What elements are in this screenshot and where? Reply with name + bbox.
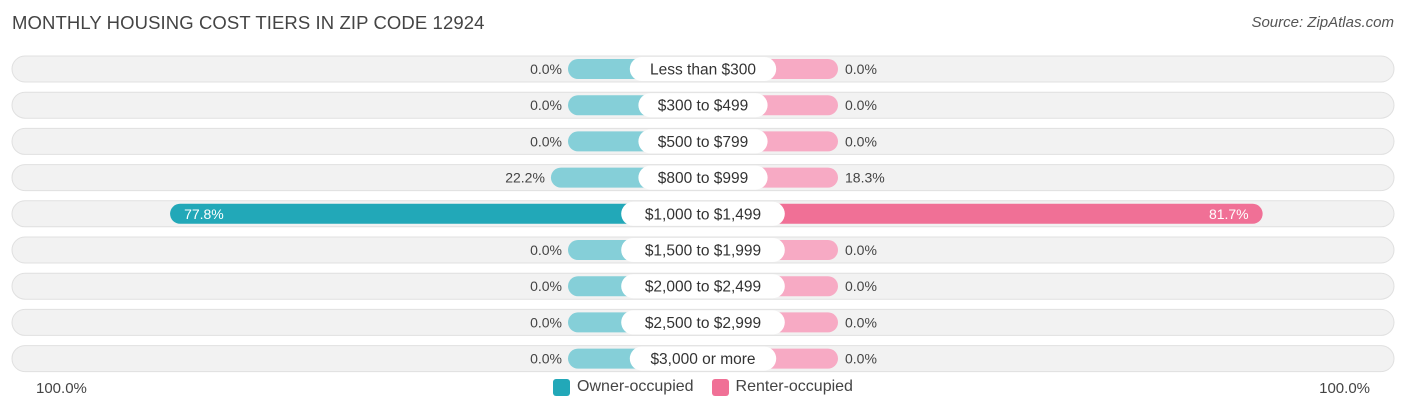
- chart-row: $2,000 to $2,499 0.0% 0.0%: [11, 272, 1395, 300]
- axis-right-label: 100.0%: [1319, 380, 1370, 397]
- category-label-pill: [629, 57, 777, 81]
- owner-bar[interactable]: [170, 203, 703, 224]
- category-label-pill: [638, 165, 768, 190]
- owner-value-label: 77.8%: [184, 206, 224, 222]
- chart-row: $2,500 to $2,999 0.0% 0.0%: [11, 308, 1395, 336]
- category-label: $800 to $999: [658, 170, 749, 187]
- category-label-pill: [629, 346, 777, 371]
- legend-swatch-owner: [553, 378, 571, 396]
- category-label: $500 to $799: [658, 134, 749, 151]
- owner-value-label: 0.0%: [530, 314, 562, 330]
- category-label: $2,000 to $2,499: [645, 279, 761, 296]
- chart-row: $300 to $499 0.0% 0.0%: [11, 91, 1395, 119]
- chart-source: Source: ZipAtlas.com: [1251, 14, 1394, 31]
- legend-swatch-renter: [711, 378, 729, 396]
- category-label-pill: [638, 93, 768, 118]
- owner-value-label: 0.0%: [530, 61, 562, 77]
- category-label-pill: [638, 129, 768, 154]
- renter-value-label: 0.0%: [845, 351, 877, 367]
- category-label: $1,500 to $1,999: [645, 243, 761, 260]
- category-label: Less than $300: [650, 62, 756, 79]
- renter-bar[interactable]: [703, 203, 1263, 224]
- category-label-pill: [621, 310, 785, 335]
- renter-value-label: 18.3%: [845, 170, 885, 186]
- owner-value-label: 0.0%: [530, 133, 562, 149]
- owner-value-label: 0.0%: [530, 97, 562, 113]
- owner-value-label: 0.0%: [530, 351, 562, 367]
- renter-value-label: 0.0%: [845, 242, 877, 258]
- chart-row: $500 to $799 0.0% 0.0%: [11, 127, 1395, 155]
- category-label: $2,500 to $2,999: [645, 315, 761, 332]
- owner-value-label: 0.0%: [530, 242, 562, 258]
- legend-item-renter[interactable]: Renter-occupied: [711, 378, 853, 396]
- renter-value-label: 0.0%: [845, 314, 877, 330]
- chart-row: $1,500 to $1,999 0.0% 0.0%: [11, 236, 1395, 264]
- legend: Owner-occupied Renter-occupied: [0, 378, 1406, 396]
- category-label: $1,000 to $1,499: [645, 206, 761, 223]
- chart-title: MONTHLY HOUSING COST TIERS IN ZIP CODE 1…: [12, 12, 485, 33]
- renter-value-label: 0.0%: [845, 61, 877, 77]
- renter-value-label: 0.0%: [845, 278, 877, 294]
- chart-row: Less than $300 0.0% 0.0%: [11, 55, 1395, 83]
- legend-item-owner[interactable]: Owner-occupied: [553, 378, 694, 396]
- renter-value-label: 0.0%: [845, 133, 877, 149]
- renter-value-label: 0.0%: [845, 97, 877, 113]
- category-label-pill: [621, 201, 785, 226]
- category-label: $300 to $499: [658, 98, 749, 115]
- chart-row: $1,000 to $1,499 77.8% 81.7%: [11, 200, 1395, 228]
- category-label: $3,000 or more: [650, 351, 755, 368]
- legend-label-renter: Renter-occupied: [735, 378, 853, 395]
- category-label-pill: [621, 238, 785, 262]
- owner-value-label: 22.2%: [505, 170, 545, 186]
- chart-row: $3,000 or more 0.0% 0.0%: [11, 345, 1395, 373]
- renter-value-label: 81.7%: [1209, 206, 1249, 222]
- legend-label-owner: Owner-occupied: [577, 378, 694, 395]
- axis-left-label: 100.0%: [36, 380, 87, 397]
- chart-row: $800 to $999 22.2% 18.3%: [11, 164, 1395, 192]
- category-label-pill: [621, 274, 785, 299]
- owner-value-label: 0.0%: [530, 278, 562, 294]
